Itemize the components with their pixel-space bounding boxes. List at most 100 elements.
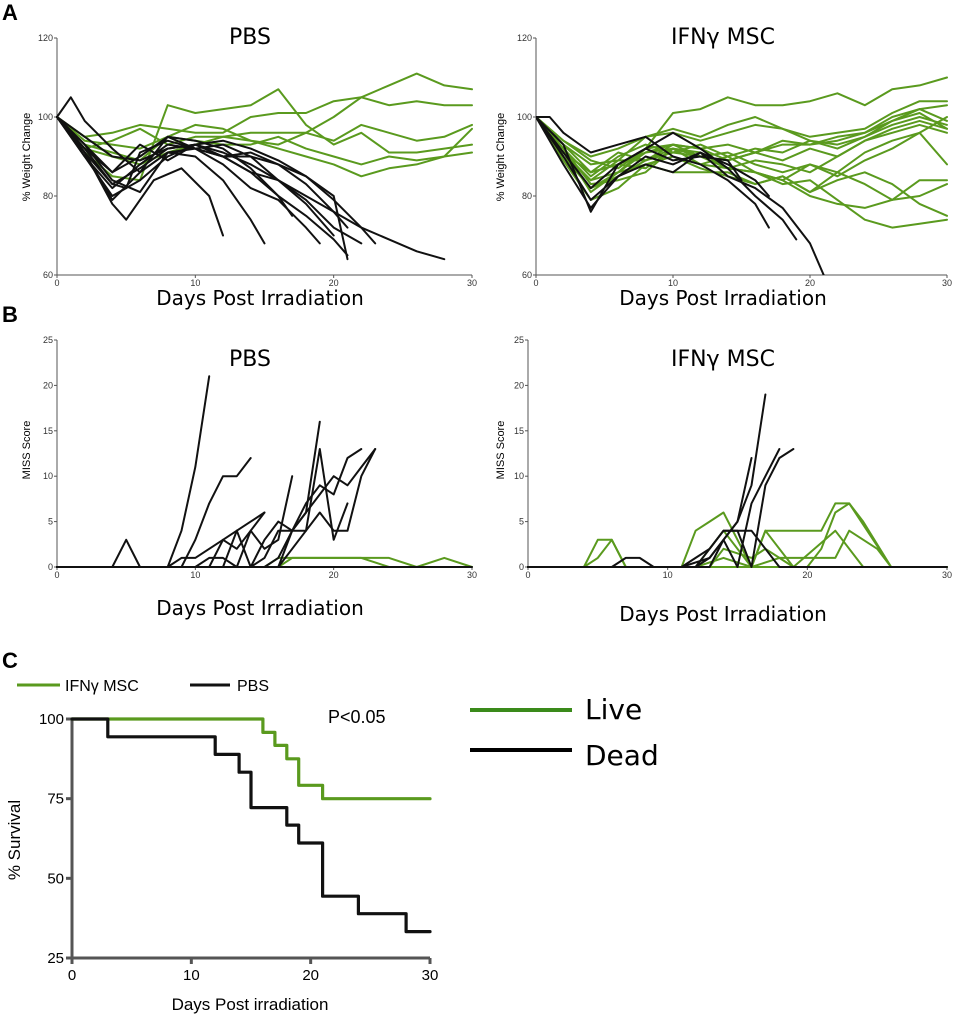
miss-pbs-series-black-line: [56, 511, 266, 568]
miss-ifn-ylabel: MISS Score: [495, 421, 507, 480]
survival-xtick-label: 10: [183, 967, 200, 984]
miss-pbs-ytick-label: 20: [43, 380, 53, 390]
survival-ytick-label: 50: [47, 870, 64, 887]
survival-xtick-label: 20: [302, 967, 319, 984]
weight-pbs-series-black-line: [56, 96, 446, 261]
weight-ifn-series-green-line: [536, 116, 948, 182]
weight-pbs-ytick-label: 60: [43, 270, 53, 280]
miss-pbs-series-black-line: [56, 448, 363, 568]
miss-ifn-ytick-label: 10: [514, 471, 524, 481]
weight-pbs-series-black-line: [56, 116, 349, 261]
survival-ytick-label: 100: [39, 711, 64, 728]
miss-pbs-chart: PBS MISS Score Days Post Irradiation 0 5 1…: [21, 335, 477, 620]
weight-ifn-ytick-label: 100: [517, 112, 532, 122]
weight-pbs-ytick-label: 100: [38, 112, 53, 122]
miss-ifn-ytick-label: 15: [514, 426, 524, 436]
miss-ifn-title: IFNγ MSC: [671, 347, 775, 372]
legend-label-ifn: IFNγ MSC: [65, 678, 139, 695]
weight-ifn-series-green-line: [536, 116, 948, 178]
weight-pbs-series-green-line: [56, 96, 473, 138]
weight-ifn-xtick-label: 0: [533, 278, 538, 288]
weight-ifn-ylabel: % Weight Change: [495, 113, 507, 201]
weight-ifn-xtick-label: 20: [805, 278, 815, 288]
weight-pbs-series-black-line: [56, 116, 294, 217]
weight-ifn-series-green-line: [536, 108, 948, 170]
weight-ifn-series-black-line: [536, 116, 770, 229]
miss-pbs-series-green-line: [56, 556, 473, 568]
miss-pbs-ytick-label: 15: [43, 426, 53, 436]
survival-xtick-label: 0: [68, 967, 76, 984]
miss-pbs-ylabel: MISS Score: [21, 421, 33, 480]
weight-ifn-series-black-line: [536, 116, 798, 241]
weight-pbs-ylabel: % Weight Change: [21, 113, 33, 201]
survival-ytick-label: 75: [47, 791, 64, 808]
miss-pbs-ytick-label: 0: [48, 562, 53, 572]
outcome-legend: Live Dead: [470, 693, 659, 772]
miss-pbs-series-black-line: [56, 375, 211, 568]
miss-pbs-ytick-label: 10: [43, 471, 53, 481]
weight-pbs-series-green-line: [56, 72, 473, 150]
weight-ifn-series-green-line: [536, 116, 948, 201]
miss-ifn-xtick-label: 0: [525, 570, 530, 580]
miss-ifn-ytick-label: 20: [514, 380, 524, 390]
miss-pbs-series-black-line: [56, 448, 377, 568]
weight-pbs-series-black-line: [56, 116, 363, 245]
weight-ifn-ytick-label: 120: [517, 33, 532, 43]
weight-pbs-title: PBS: [229, 25, 271, 50]
miss-ifn-ytick-label: 25: [514, 335, 524, 345]
weight-pbs-series-green-line: [56, 116, 473, 166]
survival-xtick-label: 30: [422, 967, 439, 984]
outcome-label-dead: Dead: [585, 739, 659, 772]
miss-ifn-series-black-line: [527, 529, 948, 568]
weight-ifn-chart: IFNγ MSC % Weight Change Days Post Irrad…: [495, 25, 952, 310]
weight-pbs-series-green-line: [56, 116, 473, 150]
weight-ifn-xlabel: Days Post Irradiation: [619, 286, 827, 310]
weight-ifn-series-green-line: [536, 76, 948, 190]
miss-pbs-series-black-line: [56, 538, 473, 568]
weight-ifn-series-black-line: [536, 116, 743, 190]
miss-ifn-chart: IFNγ MSC MISS Score Days Post Irradiatio…: [495, 335, 952, 626]
weight-ifn-xtick-label: 10: [668, 278, 678, 288]
weight-pbs-series-black-line: [56, 116, 335, 237]
weight-pbs-ytick-label: 120: [38, 33, 53, 43]
miss-ifn-xtick-label: 20: [802, 570, 812, 580]
outcome-label-live: Live: [585, 693, 642, 726]
miss-pbs-series-black-line: [56, 448, 377, 568]
weight-ifn-series-green-line: [536, 116, 948, 229]
miss-ifn-xtick-label: 10: [663, 570, 673, 580]
miss-ifn-series-green-line: [527, 529, 893, 568]
weight-ifn-series-green-line: [536, 112, 948, 174]
survival-chart: IFNγ MSC PBS P<0.05 % Survival Days Post…: [5, 678, 438, 1014]
survival-series-black-line: [70, 717, 432, 934]
weight-pbs-xlabel: Days Post Irradiation: [156, 286, 364, 310]
weight-ifn-xtick-label: 30: [942, 278, 952, 288]
weight-pbs-xtick-label: 0: [54, 278, 59, 288]
survival-xlabel: Days Post irradiation: [172, 995, 329, 1014]
miss-pbs-xlabel: Days Post Irradiation: [156, 596, 364, 620]
miss-pbs-xtick-label: 30: [467, 570, 477, 580]
miss-ifn-xlabel: Days Post Irradiation: [619, 602, 827, 626]
miss-pbs-title: PBS: [229, 347, 271, 372]
miss-ifn-series-black-line: [527, 448, 781, 568]
weight-pbs-xtick-label: 30: [467, 278, 477, 288]
weight-pbs-xtick-label: 20: [329, 278, 339, 288]
weight-pbs-ytick-label: 80: [43, 191, 53, 201]
panel-letter-c: C: [2, 648, 18, 673]
weight-ifn-ytick-label: 60: [522, 270, 532, 280]
p-value-annotation: P<0.05: [328, 707, 386, 727]
weight-pbs-chart: PBS % Weight Change Days Post Irradiatio…: [21, 25, 477, 310]
survival-ytick-label: 25: [47, 950, 64, 967]
weight-ifn-series-black-line: [536, 116, 770, 209]
panel-letter-b: B: [2, 302, 18, 327]
miss-pbs-xtick-label: 0: [54, 570, 59, 580]
legend-label-pbs: PBS: [237, 678, 269, 695]
panel-letter-a: A: [2, 0, 18, 25]
weight-ifn-ytick-label: 80: [522, 191, 532, 201]
miss-pbs-xtick-label: 10: [190, 570, 200, 580]
weight-pbs-xtick-label: 10: [190, 278, 200, 288]
weight-ifn-title: IFNγ MSC: [671, 25, 775, 50]
weight-pbs-series-green-line: [56, 88, 473, 182]
survival-series-green-line: [70, 717, 432, 801]
survival-ylabel: % Survival: [5, 800, 24, 880]
